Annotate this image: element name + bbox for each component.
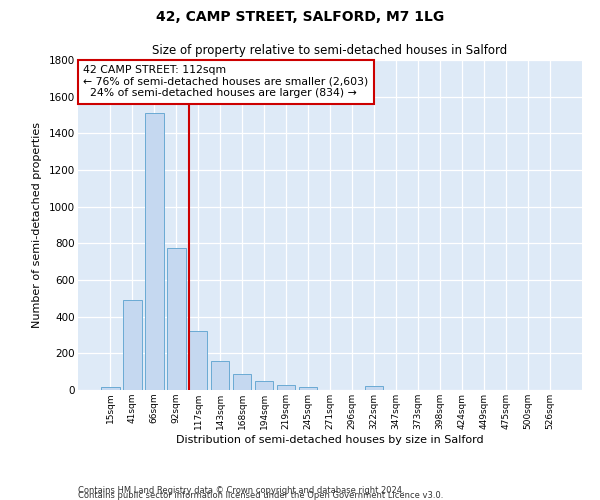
Bar: [277, 384, 295, 390]
Bar: [167, 248, 185, 390]
Bar: [189, 332, 208, 390]
Text: 42 CAMP STREET: 112sqm
← 76% of semi-detached houses are smaller (2,603)
  24% o: 42 CAMP STREET: 112sqm ← 76% of semi-det…: [83, 65, 368, 98]
Bar: [233, 374, 251, 390]
Bar: [365, 386, 383, 390]
Bar: [299, 387, 317, 390]
Text: Contains public sector information licensed under the Open Government Licence v3: Contains public sector information licen…: [78, 491, 443, 500]
Text: Contains HM Land Registry data © Crown copyright and database right 2024.: Contains HM Land Registry data © Crown c…: [78, 486, 404, 495]
Bar: [145, 113, 164, 390]
Y-axis label: Number of semi-detached properties: Number of semi-detached properties: [32, 122, 42, 328]
Bar: [123, 300, 142, 390]
Title: Size of property relative to semi-detached houses in Salford: Size of property relative to semi-detach…: [152, 44, 508, 58]
Bar: [255, 381, 274, 390]
X-axis label: Distribution of semi-detached houses by size in Salford: Distribution of semi-detached houses by …: [176, 434, 484, 444]
Text: 42, CAMP STREET, SALFORD, M7 1LG: 42, CAMP STREET, SALFORD, M7 1LG: [156, 10, 444, 24]
Bar: [211, 360, 229, 390]
Bar: [101, 387, 119, 390]
